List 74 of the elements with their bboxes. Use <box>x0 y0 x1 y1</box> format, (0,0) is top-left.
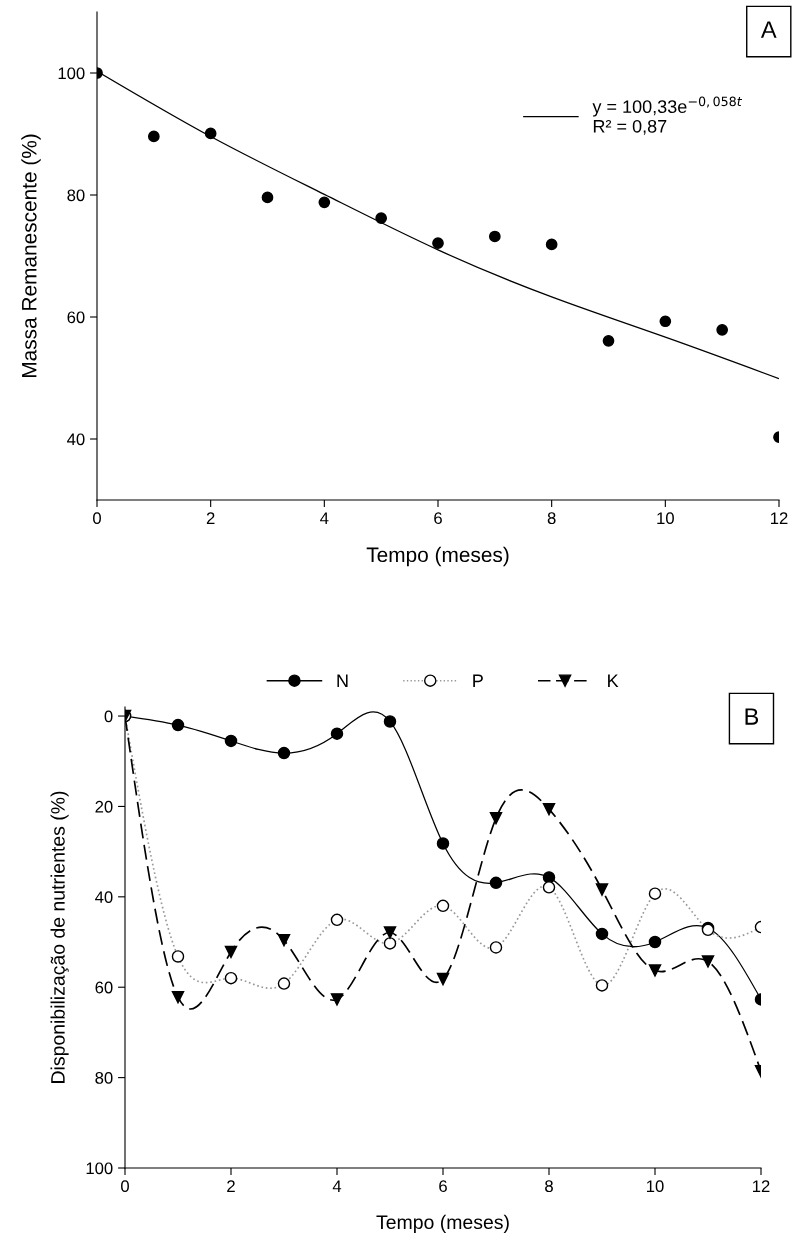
point <box>701 955 715 968</box>
x-tick-label: 12 <box>771 512 788 524</box>
point <box>436 899 450 913</box>
x-tick-label: 8 <box>547 512 556 525</box>
x-tick-label: 4 <box>320 512 329 524</box>
x-tick-label: 10 <box>657 512 674 525</box>
text: y = 100,33e$^{−0,058t}$ R² = 0,87 <box>592 96 743 135</box>
y-axis-title: Massa Remanescente (%) <box>21 134 41 378</box>
x-tick-label: 10 <box>647 1180 664 1193</box>
x-axis-title: Tempo (meses) <box>376 1214 509 1233</box>
x-tick-label: 2 <box>227 1180 235 1192</box>
point <box>595 979 609 992</box>
y-tick-label: 40 <box>67 433 85 446</box>
point <box>659 315 672 328</box>
point <box>489 876 503 890</box>
point <box>595 927 609 941</box>
point <box>648 964 662 977</box>
point <box>542 881 556 894</box>
x-tick-label: 6 <box>439 1180 447 1193</box>
point <box>330 727 344 740</box>
point <box>261 191 274 204</box>
x-tick-label: 2 <box>206 512 215 524</box>
x-tick-label: 0 <box>121 1180 129 1193</box>
point <box>648 935 662 949</box>
point <box>383 715 397 728</box>
y-tick-label: 60 <box>95 981 113 994</box>
annotation: A <box>760 21 777 38</box>
point <box>224 734 238 748</box>
y-tick-label: 60 <box>67 311 85 324</box>
x-tick-label: 12 <box>753 1180 770 1192</box>
point <box>277 933 291 947</box>
point <box>224 945 238 959</box>
point <box>277 977 291 990</box>
legend-label: P <box>473 674 483 687</box>
point <box>330 993 344 1006</box>
point <box>542 802 556 816</box>
y-tick-label: 20 <box>95 800 113 813</box>
point <box>171 990 185 1004</box>
point <box>204 127 217 140</box>
point <box>224 971 238 985</box>
point <box>595 883 609 896</box>
point <box>489 811 503 825</box>
y-tick-label: 0 <box>104 710 113 723</box>
y-tick-label: 40 <box>95 891 113 904</box>
point <box>383 937 397 950</box>
point <box>277 746 291 760</box>
point <box>436 837 450 850</box>
point <box>318 196 331 209</box>
x-tick-label: 6 <box>434 512 442 525</box>
x-axis-title: Tempo (meses) <box>366 546 509 567</box>
point <box>488 230 501 243</box>
y-tick-label: 80 <box>95 1072 113 1084</box>
y-tick-label: 100 <box>86 1162 113 1175</box>
point <box>602 334 615 347</box>
legend-label: N <box>337 674 348 687</box>
point <box>171 718 185 732</box>
point <box>375 212 388 225</box>
legend-label: K <box>608 674 619 687</box>
point <box>436 972 450 986</box>
point <box>716 323 729 336</box>
point <box>171 950 185 963</box>
point <box>432 237 444 250</box>
point <box>147 130 160 143</box>
point <box>383 926 397 939</box>
y-axis-title: Disponibilização de nutrientes (%) <box>50 791 69 1083</box>
y-tick-label: 100 <box>58 67 85 80</box>
point <box>648 887 662 900</box>
x-tick-label: 8 <box>545 1180 553 1193</box>
x-tick-label: 4 <box>332 1180 342 1192</box>
point <box>545 238 558 251</box>
annotation: B <box>745 708 759 725</box>
point <box>489 941 503 954</box>
point <box>330 913 344 927</box>
y-tick-label: 80 <box>67 189 85 202</box>
